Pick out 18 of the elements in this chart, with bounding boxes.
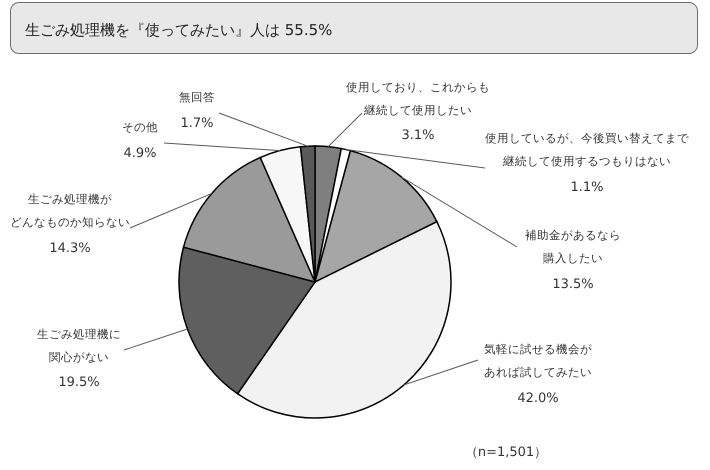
data-label: 1.7% [180, 116, 214, 131]
data-label: 4.9% [123, 146, 157, 161]
text: （n=1,501） [464, 445, 548, 460]
slice-label: 気軽に試せる機会があれば試してみたい [484, 342, 593, 379]
slice-label: 生ごみ処理機に関心がない [37, 327, 121, 364]
data-label: 3.1% [401, 128, 435, 143]
slice-label: 使用しており、これからも継続して使用したい [346, 80, 490, 117]
data-label: 19.5% [58, 375, 100, 390]
data-label: 1.1% [570, 180, 604, 195]
data-label: 13.5% [552, 277, 594, 292]
slice-label: 生ごみ処理機がどんなものか知らない [10, 192, 130, 229]
data-label: 14.3% [49, 241, 91, 256]
slice-label: 使用しているが、今後買い替えてまで継続して使用するつもりはない [485, 131, 690, 168]
data-label: 42.0% [517, 391, 559, 406]
slice-label: 無回答 [179, 90, 215, 104]
chart-title: 生ごみ処理機を『使ってみたい』人は 55.5% [25, 21, 332, 39]
slice-label: 補助金があるなら購入したい [525, 228, 621, 265]
slice-label: その他 [122, 120, 158, 134]
